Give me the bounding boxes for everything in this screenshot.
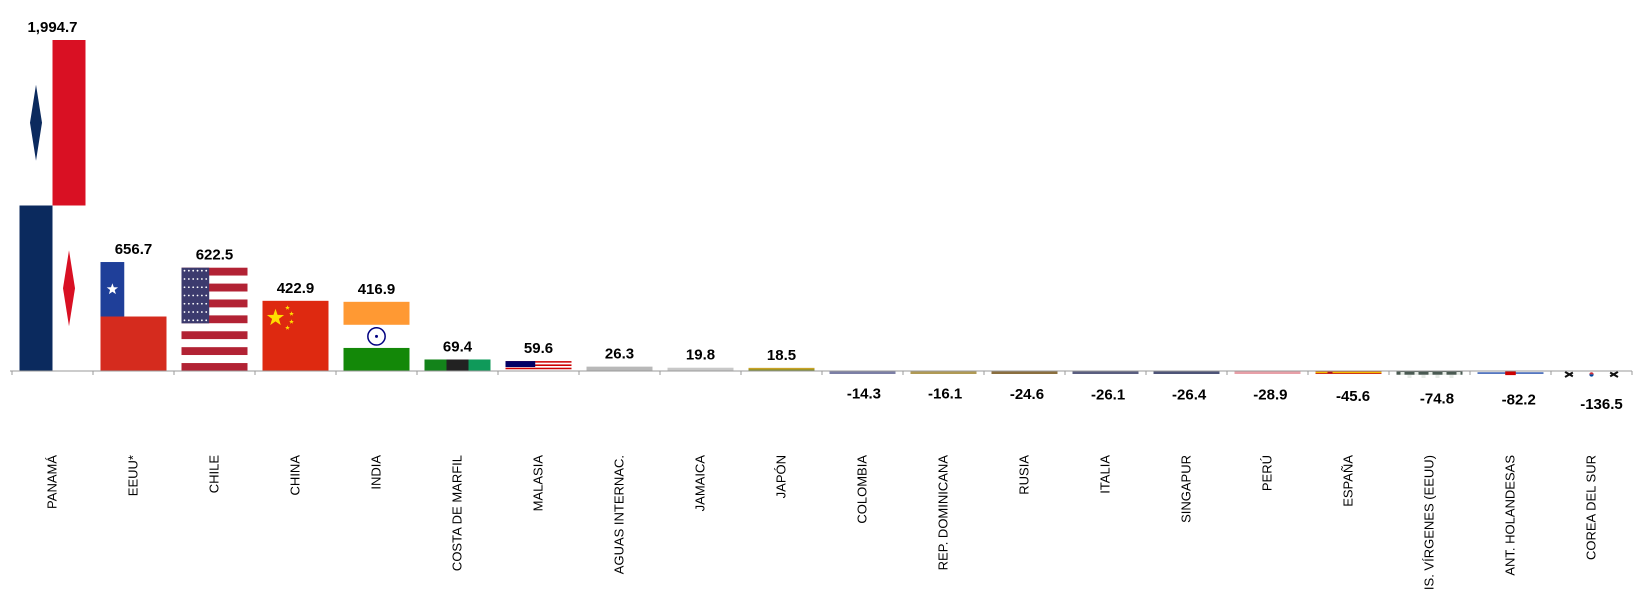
category-label-italia: ITALIA [1098, 455, 1113, 494]
bar-corea-del-sur [1558, 370, 1625, 378]
category-label-japon: JAPÓN [774, 455, 789, 498]
value-label-espana: -45.6 [1336, 388, 1370, 405]
bar-rusia [991, 371, 1058, 374]
category-label-espana: ESPAÑA [1341, 455, 1356, 507]
bar-japon [748, 367, 815, 371]
category-label-eeuu: EEUU* [126, 455, 141, 496]
bar-costa-de-marfil [424, 359, 491, 371]
value-label-rusia: -24.6 [1010, 386, 1044, 403]
value-label-india: 416.9 [358, 281, 396, 298]
value-label-colombia: -14.3 [847, 385, 881, 402]
category-label-peru: PERÚ [1260, 455, 1275, 491]
category-label-chile: CHILE [207, 455, 222, 494]
value-label-eeuu: 656.7 [115, 241, 153, 258]
category-label-aguas-internac: AGUAS INTERNAC. [612, 455, 627, 574]
value-labels-group: 1,994.7 656.7 622.5 422.9 416.9 69.4 59.6 26.3 1… [27, 19, 1622, 413]
value-label-chile: 622.5 [196, 247, 234, 264]
bar-china [262, 300, 329, 371]
bar-rep-dominicana [910, 371, 977, 374]
category-label-malasia: MALASIA [531, 455, 546, 512]
value-label-is-virgenes-eeuu: -74.8 [1420, 391, 1454, 408]
x-axis-ticks [11, 371, 1633, 375]
bar-ant-holandesas [1477, 371, 1544, 376]
category-label-singapur: SINGAPUR [1179, 455, 1194, 523]
value-label-rep-dominicana: -16.1 [928, 385, 962, 402]
value-label-corea-del-sur: -136.5 [1580, 396, 1623, 413]
bar-chile [181, 267, 248, 371]
category-label-ant-holandesas: ANT. HOLANDESAS [1503, 455, 1518, 576]
value-label-china: 422.9 [277, 280, 315, 297]
bar-is-virgenes-eeuu [1396, 371, 1463, 378]
category-labels-group: PANAMÁ EEUU* CHILE CHINA INDIA COSTA DE MARFI… [45, 455, 1599, 590]
value-label-costa-de-marfil: 69.4 [443, 338, 473, 355]
category-label-is-virgenes-eeuu: IS. VÍRGENES (EEUU) [1422, 455, 1437, 590]
value-label-malasia: 59.6 [524, 340, 553, 357]
bar-colombia [829, 371, 896, 374]
value-label-singapur: -26.4 [1172, 386, 1207, 403]
category-label-panama: PANAMÁ [45, 455, 60, 509]
value-label-panama: 1,994.7 [27, 19, 77, 36]
bar-malasia [505, 361, 572, 371]
value-label-aguas-internac: 26.3 [605, 346, 634, 363]
category-label-rep-dominicana: REP. DOMINICANA [936, 455, 951, 571]
value-label-jamaica: 19.8 [686, 347, 715, 364]
bar-espana [1315, 371, 1382, 374]
bars-group [19, 40, 1625, 378]
category-label-india: INDIA [369, 455, 384, 490]
category-label-jamaica: JAMAICA [693, 455, 708, 512]
category-label-colombia: COLOMBIA [855, 455, 870, 524]
bar-italia [1072, 371, 1139, 374]
category-label-costa-de-marfil: COSTA DE MARFIL [450, 455, 465, 571]
bar-eeuu [100, 262, 167, 371]
bar-aguas-internac [586, 366, 653, 371]
value-label-ant-holandesas: -82.2 [1502, 391, 1536, 408]
bar-peru [1234, 371, 1301, 374]
value-label-italia: -26.1 [1091, 386, 1125, 403]
value-label-japon: 18.5 [767, 347, 796, 364]
category-label-china: CHINA [288, 455, 303, 496]
bar-jamaica [667, 367, 734, 371]
category-label-corea-del-sur: COREA DEL SUR [1584, 455, 1599, 560]
bar-india [343, 301, 410, 371]
value-label-peru: -28.9 [1253, 387, 1287, 404]
bar-singapur [1153, 371, 1220, 374]
bar-panama [19, 40, 86, 371]
category-label-rusia: RUSIA [1017, 455, 1032, 495]
